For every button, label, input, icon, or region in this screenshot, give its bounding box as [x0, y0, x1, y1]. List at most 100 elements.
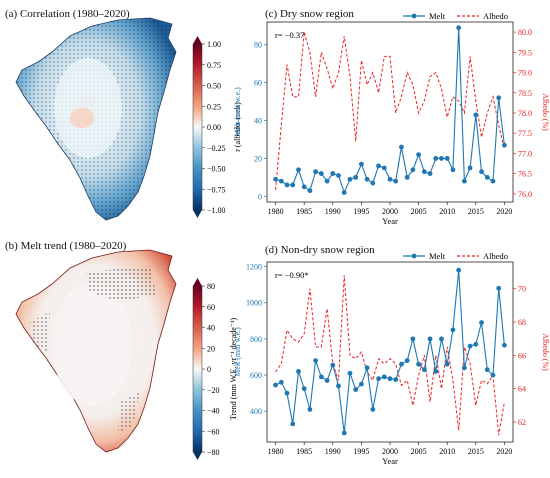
colorbar-b-tick-label: 60: [207, 303, 215, 312]
chart-d-y-left-tick-label: 1200: [246, 263, 262, 272]
chart-d-melt-point: [421, 367, 427, 373]
chart-c-y-left-tick-label: 20: [254, 154, 262, 163]
chart-c-melt-point: [307, 188, 313, 194]
chart-c-x-axis-label: Year: [382, 216, 398, 226]
chart-c-melt-point: [370, 180, 376, 186]
chart-d-melt-point: [296, 369, 301, 374]
chart-d-melt-point: [313, 358, 319, 363]
colorbar-b-tick-label: 40: [207, 324, 215, 333]
chart-d-legend-melt-marker: [411, 253, 417, 259]
chart-c-melt-point: [461, 178, 467, 184]
chart-c-melt-point: [284, 182, 290, 188]
chart-c-melt-point: [416, 152, 422, 158]
colorbar-b: 80 60 40 20 0 −20 −40 −60 −80 Trend (mm W.E. yr⁻…: [192, 278, 238, 460]
colorbar-b-tick-label: −60: [207, 427, 220, 436]
chart-d-y-right-tick-label: 68: [518, 318, 526, 327]
chart-d-melt-point: [370, 407, 376, 412]
chart-c-y-right-tick-label: 76.0: [518, 190, 532, 199]
colorbar-a-tick-label: −1.00: [207, 206, 226, 215]
chart-c-melt-point: [399, 144, 404, 150]
chart-c-melt-point: [301, 184, 307, 190]
chart-d-melt-point: [496, 285, 502, 291]
chart-c-y-left-tick-label: 80: [254, 41, 262, 50]
chart-c-melt-point: [479, 169, 484, 175]
colorbar-a-tick-label: 1.00: [207, 40, 221, 49]
chart-c-melt-point: [456, 25, 462, 31]
chart-c-x-tick-label: 2015: [468, 207, 484, 216]
chart-c-melt-point: [467, 165, 473, 171]
colorbar-b-tick-label: −20: [207, 386, 220, 395]
chart-c-melt-point: [433, 156, 439, 161]
chart-d-melt-point: [427, 336, 433, 342]
chart-d-melt-point: [353, 387, 359, 392]
chart-d-melt-point: [404, 358, 410, 363]
chart-c-melt-point: [318, 171, 324, 176]
colorbar-a-tick-label: 0.00: [207, 123, 221, 132]
chart-d-melt-point: [502, 342, 507, 348]
chart-c-melt-point: [273, 176, 278, 182]
colorbar-b-tick-label: −40: [207, 407, 220, 416]
colorbar-a: 1.00 0.75 0.50 0.25 0.00 −0.25 −0.50 −0.75 −1.00…: [192, 36, 242, 218]
chart-d-x-axis-label: Year: [382, 456, 398, 466]
map-a: [15, 17, 177, 221]
chart-c-x-tick-label: 2020: [496, 207, 512, 216]
chart-d-melt-point: [416, 361, 422, 367]
chart-d-legend-albedo-label: Albedo: [483, 251, 508, 261]
chart-c-x-tick-label: 1990: [325, 207, 341, 216]
chart-c-y-right-tick-label: 77.5: [518, 129, 532, 138]
chart-d-y-right-tick-label: 64: [518, 385, 526, 394]
chart-c-y-left-label: Melt (mm w.e.): [233, 87, 242, 137]
chart-c-melt-point: [358, 161, 364, 167]
chart-d-melt-point: [433, 369, 439, 374]
chart-d-melt-point: [444, 361, 450, 367]
chart-c-melt-point: [490, 178, 496, 184]
colorbar-b-tick-label: 20: [207, 344, 215, 353]
chart-c-y-right-tick-label: 80.0: [518, 28, 532, 37]
chart-c-x-tick-label: 2010: [439, 207, 455, 216]
chart-c-melt-point: [376, 163, 381, 169]
chart-d-melt-point: [399, 361, 404, 367]
colorbar-a-tick-label: 0.50: [207, 82, 221, 91]
chart-c-melt-point: [387, 176, 393, 182]
colorbar-a-tick-label: −0.75: [207, 185, 226, 194]
chart-d-melt-point: [467, 343, 473, 349]
chart-c-x-tick-label: 2005: [411, 207, 427, 216]
chart-c-x-tick-label: 1980: [268, 207, 284, 216]
chart-d-melt-point: [461, 365, 467, 371]
chart-d-melt-point: [347, 370, 353, 376]
chart-d-melt-point: [381, 374, 387, 380]
chart-d-y-left-label: Melt (mm w.e.): [233, 327, 242, 377]
chart-d-plot-frame: [266, 261, 514, 443]
chart-d-x-tick-label: 2015: [468, 447, 484, 456]
chart-d-melt-point: [410, 336, 416, 342]
greenland-maps: 1.00 0.75 0.50 0.25 0.00 −0.25 −0.50 −0.75 −1.00…: [15, 17, 242, 460]
chart-c-melt-point: [444, 156, 450, 161]
chart-d-x-tick-label: 2020: [496, 447, 512, 456]
chart-d-melt-point: [490, 372, 496, 378]
chart-c-x-tick-label: 2000: [382, 207, 398, 216]
chart-d-y-left-tick-label: 400: [250, 407, 262, 416]
chart-d-x-tick-label: 1985: [296, 447, 312, 456]
chart-c-y-right-tick-label: 79.0: [518, 69, 532, 78]
chart-d-melt-point: [358, 381, 364, 387]
colorbar-b-tick-label: 0: [207, 365, 211, 374]
chart-c-melt-point: [336, 173, 341, 178]
colorbar-b-tick-label: 80: [207, 282, 215, 291]
chart-d-melt-point: [376, 376, 381, 382]
chart-c-melt-point: [341, 190, 347, 195]
colorbar-b-label: Trend (mm W.E. yr⁻¹ decade⁻¹): [229, 318, 238, 421]
chart-d-x-tick-label: 1980: [268, 447, 284, 456]
chart-d-melt-point: [387, 376, 393, 382]
chart-d-x-tick-label: 2010: [439, 447, 455, 456]
chart-d-title: (d) Non-dry snow region: [265, 244, 375, 256]
chart-c-melt-point: [404, 174, 410, 180]
chart-c-melt-point: [313, 169, 319, 175]
colorbar-a-tick-label: 0.75: [207, 61, 221, 70]
chart-c-melt-point: [324, 178, 330, 184]
chart-d-melt-point: [318, 374, 324, 380]
chart-c-melt-point: [427, 171, 433, 176]
chart-d-melt-point: [439, 336, 444, 342]
chart-c-melt-point: [496, 95, 502, 101]
chart-d-melt-point: [450, 327, 456, 333]
